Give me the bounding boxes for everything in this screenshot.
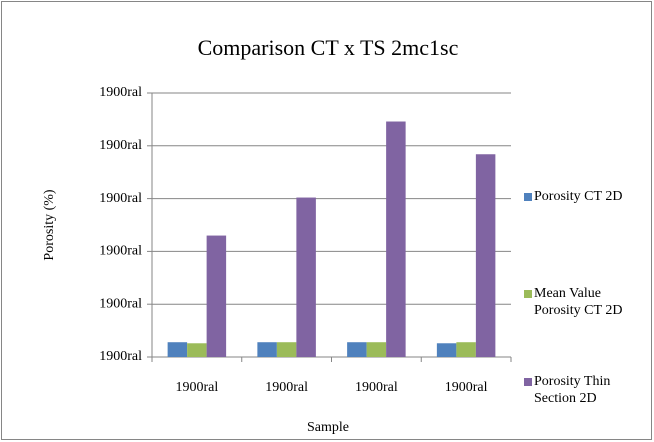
legend-swatch: [524, 193, 532, 201]
x-tick-label: 1900ral: [265, 380, 308, 395]
bar: [475, 154, 496, 357]
y-tick-label: 1900ral: [99, 191, 142, 206]
x-tick-label: 1900ral: [355, 380, 398, 395]
y-tick-label: 1900ral: [99, 349, 142, 364]
legend-swatch: [524, 290, 532, 298]
legend-label: Mean Value Porosity CT 2D: [534, 286, 623, 318]
bar: [347, 342, 367, 357]
y-tick-label: 1900ral: [99, 244, 142, 259]
y-axis-label: Porosity (%): [42, 189, 57, 261]
bar: [206, 235, 227, 357]
chart-title: Comparison CT x TS 2mc1sc: [198, 35, 459, 60]
bar: [456, 342, 476, 357]
y-tick-label: 1900ral: [99, 85, 142, 100]
legend-swatch: [524, 378, 532, 386]
x-axis-label: Sample: [307, 420, 349, 435]
bar: [366, 342, 387, 357]
bar: [386, 121, 406, 358]
y-tick-label: 1900ral: [99, 138, 142, 153]
bar: [276, 342, 297, 357]
bar: [167, 342, 188, 357]
bar: [436, 343, 457, 357]
bar: [257, 342, 277, 357]
legend-label: Porosity CT 2D: [534, 189, 623, 204]
x-tick-label: 1900ral: [445, 380, 488, 395]
bar: [187, 343, 207, 357]
x-tick-label: 1900ral: [175, 380, 218, 395]
legend-label: Porosity Thin Section 2D: [534, 374, 611, 406]
y-tick-label: 1900ral: [99, 296, 142, 311]
bar: [296, 197, 316, 357]
